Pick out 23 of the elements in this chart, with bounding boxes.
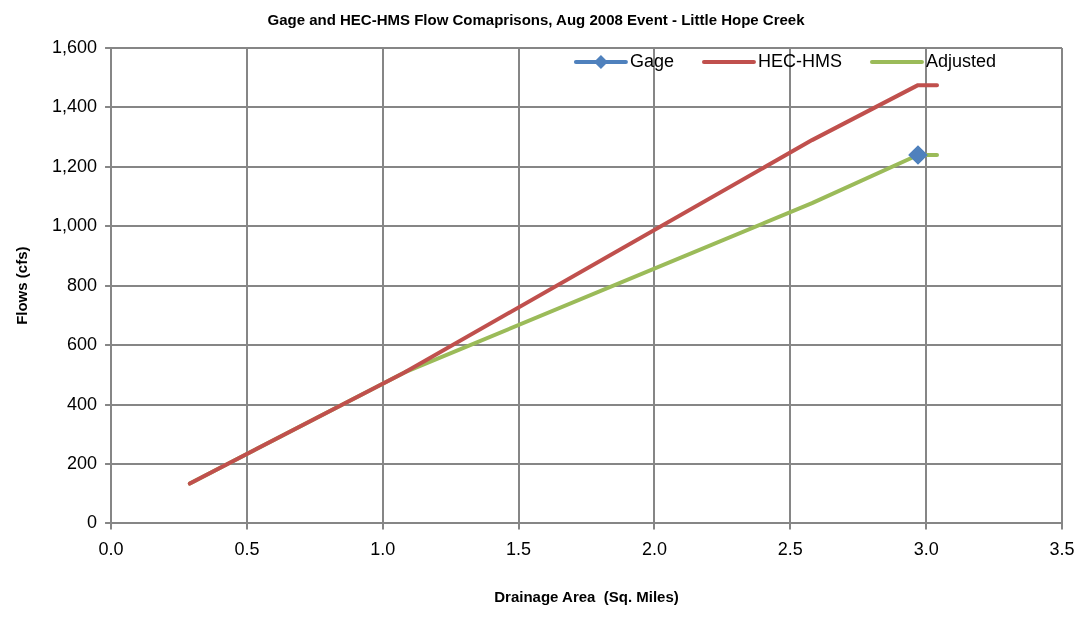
y-tick-label: 1,000 [52, 215, 98, 236]
y-tick-label: 0 [87, 512, 98, 533]
x-tick-label: 0.5 [234, 539, 260, 560]
legend-label: HEC-HMS [757, 50, 842, 71]
y-tick-label: 200 [67, 452, 98, 473]
x-tick-label: 3.0 [913, 539, 939, 560]
x-tick-label: 2.5 [777, 539, 803, 560]
y-tick-label: 1,600 [52, 36, 98, 57]
x-tick-label: 1.5 [506, 539, 532, 560]
legend-label: Adjusted [925, 50, 997, 71]
x-tick-label: 1.0 [370, 539, 396, 560]
x-tick-label: 2.0 [641, 539, 667, 560]
y-tick-label: 1,400 [52, 96, 98, 117]
chart-title: Gage and HEC-HMS Flow Comaprisons, Aug 2008 Event - Little Hope Creek [267, 11, 806, 29]
x-tick-label: 0.0 [98, 539, 124, 560]
y-tick-label: 800 [67, 274, 98, 295]
x-axis-title: Drainage Area (Sq. Miles) [494, 588, 679, 606]
y-tick-label: 600 [67, 334, 98, 355]
y-axis-title: Flows (cfs) [13, 246, 31, 325]
legend-label: Gage [629, 50, 674, 71]
y-tick-label: 400 [67, 393, 98, 414]
y-tick-label: 1,200 [52, 155, 98, 176]
x-tick-label: 3.5 [1049, 539, 1075, 560]
